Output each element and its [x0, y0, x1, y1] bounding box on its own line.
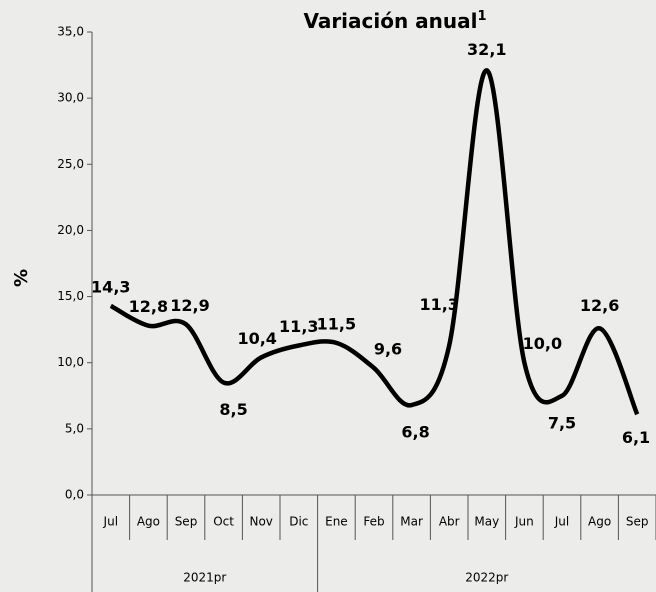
x-tick-label: Jul	[554, 515, 569, 529]
line	[109, 68, 640, 416]
y-tick-label: 0,0	[65, 488, 84, 502]
title-note: 1	[478, 9, 487, 24]
data-label: 10,0	[523, 334, 562, 353]
data-label: 9,6	[374, 340, 402, 359]
x-tick-label: Sep	[175, 515, 198, 529]
y-tick-label: 25,0	[57, 157, 84, 171]
x-tick-label: Dic	[289, 515, 308, 529]
y-tick-label: 30,0	[57, 91, 84, 105]
data-label: 14,3	[91, 277, 130, 296]
data-label: 12,9	[170, 296, 209, 315]
x-tick-label: Ago	[588, 515, 611, 529]
x-tick-label: Jul	[103, 515, 118, 529]
data-label: 11,5	[317, 314, 356, 333]
title-text: Variación anual	[303, 9, 477, 33]
x-tick-label: Abr	[439, 515, 460, 529]
data-label: 10,4	[237, 329, 276, 348]
x-tick-label: Oct	[213, 515, 234, 529]
data-label: 7,5	[548, 413, 576, 432]
data-label: 8,5	[219, 400, 247, 419]
x-tick-label: Jun	[514, 515, 534, 529]
x-tick-label: Ago	[137, 515, 160, 529]
chart-title: Variación anual1	[303, 9, 486, 33]
x-tick-label: May	[474, 515, 499, 529]
data-label: 11,3	[279, 317, 318, 336]
x-tick-label: Ene	[325, 515, 348, 529]
data-label: 12,6	[580, 296, 619, 315]
group-label: 2021pr	[183, 571, 226, 585]
y-tick-label: 20,0	[57, 223, 84, 237]
data-label: 6,1	[622, 428, 650, 447]
y-tick-label: 5,0	[65, 421, 84, 435]
x-tick-label: Mar	[400, 515, 423, 529]
y-tick-label: 35,0	[57, 25, 84, 39]
data-label: 12,8	[129, 297, 168, 316]
group-label: 2022pr	[465, 571, 508, 585]
data-label: 11,3	[419, 295, 458, 314]
x-tick-label: Feb	[363, 515, 384, 529]
y-tick-label: 15,0	[57, 289, 84, 303]
data-label: 6,8	[401, 423, 429, 442]
x-tick-label: Sep	[626, 515, 649, 529]
x-tick-label: Nov	[249, 515, 272, 529]
data-label: 32,1	[467, 40, 506, 59]
y-tick-label: 10,0	[57, 355, 84, 369]
y-axis-label: %	[11, 269, 32, 287]
